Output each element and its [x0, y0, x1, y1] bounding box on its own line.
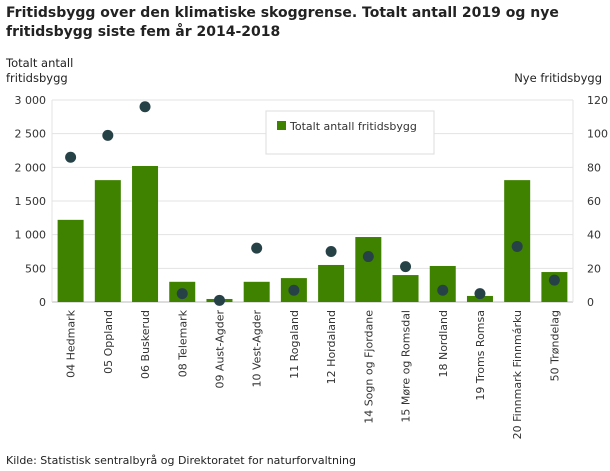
- x-tick-label: 05 Oppland: [102, 310, 115, 374]
- y-tick-label: 3 000: [15, 94, 47, 107]
- data-point: [325, 246, 337, 257]
- bar: [57, 219, 84, 302]
- data-point: [474, 288, 486, 300]
- data-point: [362, 251, 374, 263]
- data-point: [65, 151, 77, 163]
- x-tick-label: 20 Finnmark Finnmárku: [511, 310, 524, 439]
- y-axis-label: Totalt antall fritidsbygg: [6, 56, 74, 85]
- x-tick-label: 50 Trøndelag: [548, 310, 561, 381]
- data-point: [511, 240, 523, 252]
- data-point: [102, 129, 114, 141]
- y-tick-label: 1 000: [15, 229, 47, 242]
- bar: [132, 165, 159, 302]
- y-tick-label: 500: [25, 262, 46, 275]
- x-tick-label: 11 Rogaland: [288, 310, 301, 379]
- legend-label: Totalt antall fritidsbygg: [289, 120, 417, 133]
- bar: [429, 265, 456, 302]
- data-point: [139, 101, 151, 113]
- x-tick-label: 14 Sogn og Fjordane: [362, 310, 375, 424]
- y2-tick-label: 100: [587, 128, 608, 141]
- y-tick-label: 2 500: [15, 128, 47, 141]
- legend-swatch: [277, 121, 286, 130]
- x-tick-label: 10 Vest-Agder: [251, 310, 264, 388]
- bar: [392, 275, 419, 302]
- x-tick-label: 06 Buskerud: [139, 310, 152, 379]
- x-tick-label: 09 Aust-Agder: [213, 310, 226, 389]
- y2-tick-label: 80: [587, 161, 601, 174]
- x-tick-label: 15 Møre og Romsdal: [400, 310, 413, 423]
- data-point: [400, 261, 412, 273]
- data-point: [176, 288, 188, 300]
- y2-tick-label: 120: [587, 94, 608, 107]
- bar: [355, 237, 382, 302]
- y2-tick-label: 40: [587, 229, 601, 242]
- source-note: Kilde: Statistisk sentralbyrå og Direkto…: [6, 454, 356, 467]
- y2-tick-label: 20: [587, 262, 601, 275]
- y-tick-label: 0: [39, 296, 46, 309]
- x-tick-label: 04 Hedmark: [65, 309, 78, 377]
- data-point: [437, 284, 449, 296]
- bar: [94, 180, 121, 302]
- data-point: [548, 274, 560, 286]
- bar: [243, 281, 270, 302]
- bar: [318, 264, 345, 302]
- y2-tick-label: 0: [587, 296, 594, 309]
- y2-tick-label: 60: [587, 195, 601, 208]
- x-tick-label: 08 Telemark: [176, 309, 189, 377]
- y2-axis-label: Nye fritidsbygg: [514, 71, 602, 85]
- x-tick-label: 18 Nordland: [437, 310, 450, 378]
- data-point: [251, 242, 263, 254]
- y-tick-label: 1 500: [15, 195, 47, 208]
- y-tick-label: 2 000: [15, 161, 47, 174]
- legend-box: [265, 110, 435, 155]
- data-point: [288, 284, 300, 296]
- x-tick-label: 19 Troms Romsa: [474, 310, 487, 401]
- data-point: [213, 294, 225, 306]
- x-tick-label: 12 Hordaland: [325, 310, 338, 384]
- chart-title: Fritidsbygg over den klimatiske skoggren…: [6, 5, 559, 40]
